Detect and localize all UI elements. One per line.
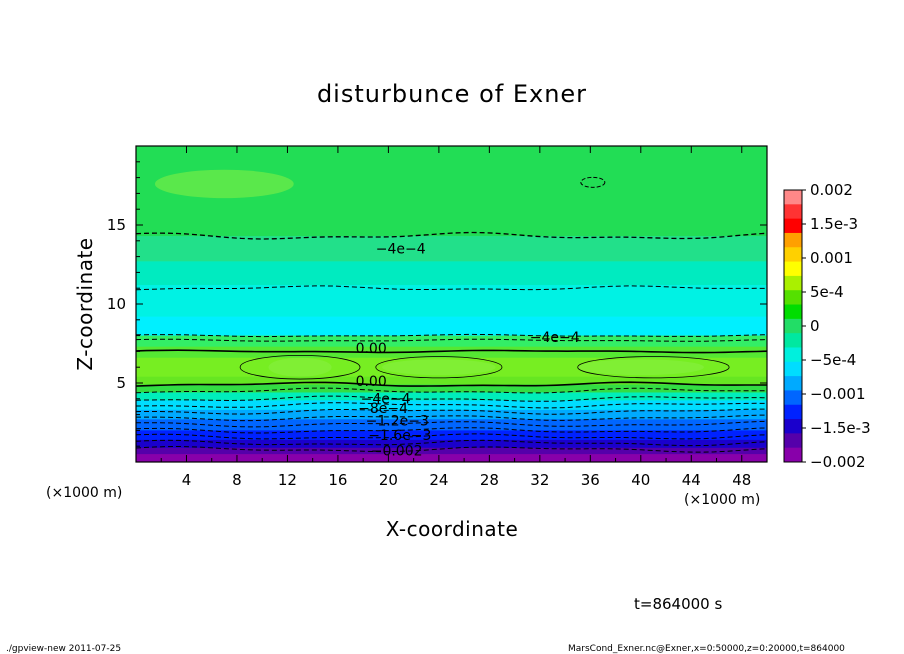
x-tick-label: 8 [232, 471, 242, 489]
x-tick-label: 12 [278, 471, 297, 489]
contour-line [136, 338, 767, 342]
y-unit-label: (×1000 m) [46, 485, 122, 501]
colorbar-segment [784, 390, 802, 406]
colorbar-segment [784, 247, 802, 263]
x-tick-label: 48 [732, 471, 751, 489]
colorbar-tick-label: −0.001 [810, 385, 866, 403]
contour-line [136, 285, 767, 291]
colorbar-tick-label: 0.002 [810, 181, 853, 199]
contour-line [375, 356, 503, 379]
colorbar-segment [784, 218, 802, 234]
colorbar-segment [784, 261, 802, 277]
contour-line [136, 439, 767, 447]
field-highlight [268, 357, 332, 377]
contour-line [136, 402, 767, 409]
colorbar-segment [784, 404, 802, 420]
heatmap-field [136, 146, 767, 462]
colorbar-segment [784, 190, 802, 205]
y-tick-label: 5 [116, 374, 126, 392]
contour-line [136, 387, 767, 394]
footer-left: ./gpview-new 2011-07-25 [6, 644, 121, 654]
x-tick-label: 36 [581, 471, 600, 489]
colorbar-tick-label: 5e-4 [810, 283, 844, 301]
x-tick-label: 16 [328, 471, 347, 489]
contour-line [136, 381, 767, 387]
y-tick-label: 15 [107, 216, 126, 234]
colorbar-segment [784, 232, 802, 248]
contour-line [577, 356, 730, 379]
colorbar-segment [784, 204, 802, 220]
contour-label: −8e−4 [358, 401, 408, 417]
contour-label: −1.2e−3 [366, 414, 429, 430]
colorbar-segment [784, 304, 802, 320]
colorbar-tick-label: −0.002 [810, 453, 866, 471]
colorbar-segment [784, 347, 802, 363]
contour-label: −0.002 [371, 444, 423, 460]
x-tick-label: 28 [480, 471, 499, 489]
x-axis: 4 8 12 16 20 24 28 32 36 40 44 48 [160, 146, 751, 489]
contour-line [136, 231, 767, 240]
color-band [136, 454, 767, 462]
field-highlight [154, 169, 294, 199]
colorbar-segment [784, 275, 802, 291]
x-tick-label: 32 [530, 471, 549, 489]
colorbar-tick-label: 0.001 [810, 249, 853, 267]
colorbar-segment [784, 361, 802, 377]
colorbar-tick-label: 0 [810, 317, 820, 335]
colorbar-segment [784, 290, 802, 306]
colorbar-segment [784, 333, 802, 348]
contour-labels: −4e−4−4e−40.000.00−4e−4−8e−4−1.2e−3−1.6e… [356, 241, 580, 459]
time-annotation: t=864000 s [634, 595, 722, 613]
y-axis: 5 10 15 [107, 161, 767, 447]
colorbar-tick-label: −5e-4 [810, 351, 856, 369]
colorbar-segment [784, 318, 802, 334]
contour-line [136, 395, 767, 402]
contour-line [136, 420, 767, 428]
contour-line [136, 433, 767, 440]
x-tick-label: 20 [379, 471, 398, 489]
field-highlight [577, 359, 704, 376]
y-axis-title: Z-coordinate [73, 237, 97, 370]
colorbar: 0.002 1.5e-3 0.001 5e-4 0 −5e-4 −0.001 −1.5e-3 −… [783, 181, 871, 471]
x-axis-title: X-coordinate [386, 517, 519, 541]
colorbar-segment [784, 376, 802, 391]
y-tick-label: 10 [107, 295, 126, 313]
contour-line [136, 349, 767, 354]
contour-label: 0.00 [356, 374, 387, 390]
colorbar-segment [784, 419, 802, 434]
x-tick-label: 4 [182, 471, 192, 489]
colorbar-tick-label: −1.5e-3 [810, 419, 871, 437]
chart-title: disturbunce of Exner [317, 80, 587, 108]
x-tick-label: 44 [682, 471, 701, 489]
contour-label: −4e−4 [361, 392, 411, 408]
colorbar-tick-label: 1.5e-3 [810, 215, 858, 233]
contour-line [136, 427, 767, 434]
x-unit-label: (×1000 m) [684, 492, 760, 508]
colorbar-segment [784, 447, 802, 463]
contour-line [580, 176, 606, 188]
contour-line [136, 445, 767, 453]
x-tick-label: 40 [631, 471, 650, 489]
contour-line [136, 333, 767, 338]
footer-right: MarsCond_Exner.nc@Exner,x=0:50000,z=0:20… [568, 644, 845, 654]
contour-line [239, 354, 361, 380]
contour-line [136, 414, 767, 422]
x-tick-label: 24 [429, 471, 448, 489]
contour-label: −1.6e−3 [368, 428, 431, 444]
contour-line [136, 408, 767, 415]
colorbar-segment [784, 433, 802, 449]
contour-label: 0.00 [356, 341, 387, 357]
field-highlight [382, 359, 496, 376]
contour-label: −4e−4 [530, 330, 580, 346]
contour-label: −4e−4 [376, 241, 426, 257]
